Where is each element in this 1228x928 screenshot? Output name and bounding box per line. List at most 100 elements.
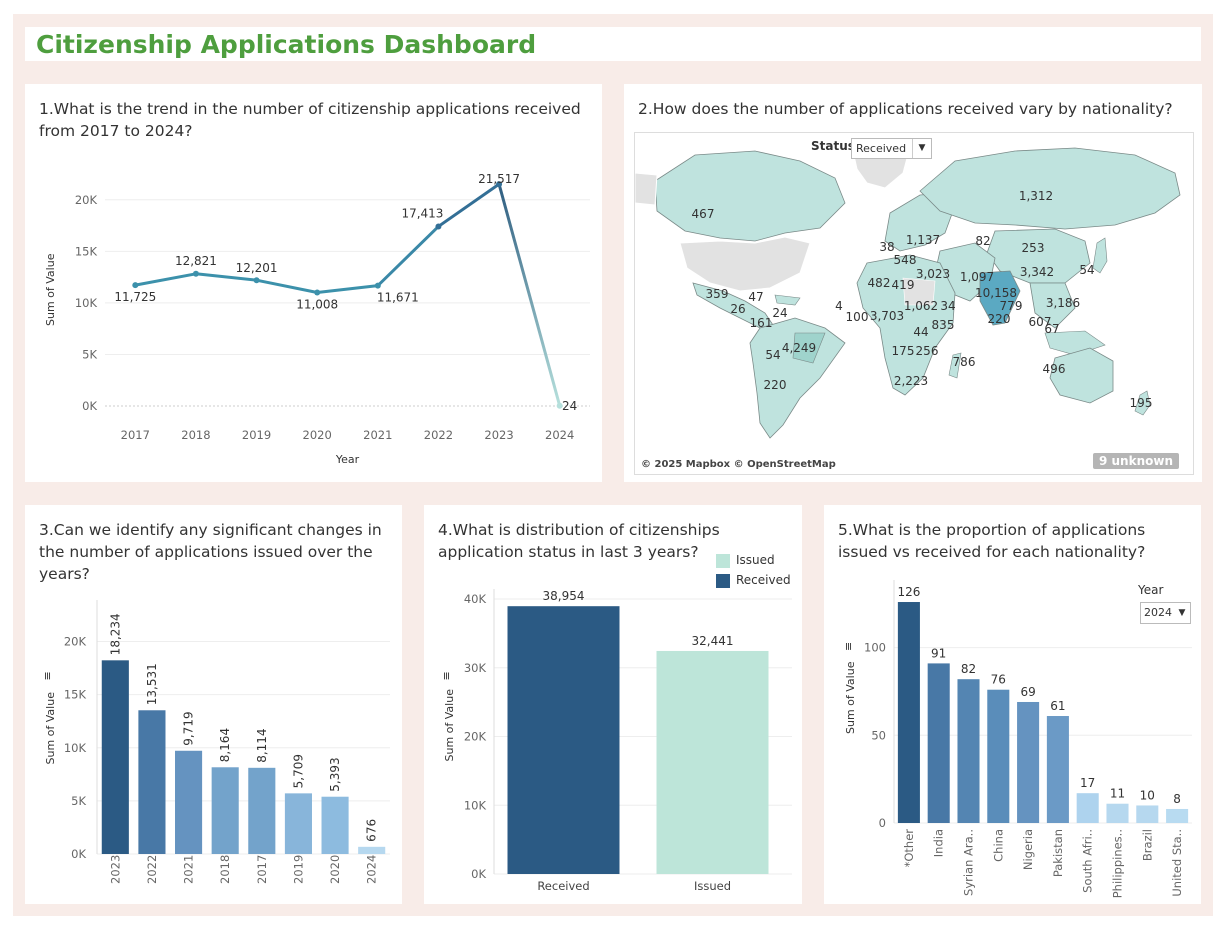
map-value-label[interactable]: 1,062: [904, 299, 938, 313]
bar[interactable]: [175, 750, 203, 854]
bar[interactable]: [138, 710, 166, 854]
data-label: 12,201: [236, 261, 278, 275]
map-value-label[interactable]: 4: [835, 299, 843, 313]
x-tick-label: 2021: [182, 855, 196, 884]
map-value-label[interactable]: 100: [846, 310, 869, 324]
bar[interactable]: [1076, 793, 1099, 823]
data-point[interactable]: [496, 181, 503, 188]
map-value-label[interactable]: 482: [868, 276, 891, 290]
map-value-label[interactable]: 47: [748, 290, 763, 304]
map-value-label[interactable]: 1,137: [906, 233, 940, 247]
data-point[interactable]: [132, 282, 139, 289]
map-value-label[interactable]: 220: [988, 312, 1011, 326]
data-label: 12,821: [175, 254, 217, 268]
map-value-label[interactable]: 548: [894, 253, 917, 267]
data-point[interactable]: [314, 289, 321, 296]
y-tick-label: 20K: [75, 193, 98, 207]
map-credit[interactable]: © 2025 Mapbox © OpenStreetMap: [641, 459, 836, 470]
map-value-label[interactable]: 1,097: [960, 270, 994, 284]
map-value-label[interactable]: 779: [1000, 299, 1023, 313]
bar[interactable]: [1046, 716, 1069, 823]
map-value-label[interactable]: 4,249: [782, 341, 816, 355]
map-value-label[interactable]: 34: [940, 299, 955, 313]
map-value-label[interactable]: 786: [953, 355, 976, 369]
bar[interactable]: [656, 650, 769, 874]
data-label: 11,008: [296, 297, 338, 311]
map-value-label[interactable]: 67: [1044, 322, 1059, 336]
map-value-label[interactable]: 1,312: [1019, 189, 1053, 203]
bar[interactable]: [1106, 803, 1129, 823]
map-value-label[interactable]: 44: [913, 325, 928, 339]
y-axis-title: Sum of Value: [443, 689, 456, 762]
map-value-label[interactable]: 253: [1022, 241, 1045, 255]
x-tick-label: 2022: [424, 428, 453, 442]
map-value-label[interactable]: 82: [975, 234, 990, 248]
bar[interactable]: [248, 767, 276, 854]
map-value-label[interactable]: 3,703: [870, 309, 904, 323]
x-tick-label: Philippines..: [1111, 829, 1125, 898]
x-tick-label: Pakistan: [1051, 829, 1065, 877]
bar[interactable]: [927, 663, 950, 823]
year-filter-dropdown[interactable]: 2024 ▼: [1140, 602, 1191, 624]
map-value-label[interactable]: 607: [1029, 315, 1052, 329]
y-tick-label: 5K: [71, 794, 86, 808]
map-value-label[interactable]: 24: [772, 306, 787, 320]
y-tick-label: 10K: [75, 296, 98, 310]
map-value-label[interactable]: 26: [730, 302, 745, 316]
legend-label: Issued: [736, 553, 775, 567]
map-value-label[interactable]: 359: [706, 287, 729, 301]
map-value-label[interactable]: 195: [1130, 396, 1153, 410]
map-value-label[interactable]: 10,158: [975, 286, 1017, 300]
issued-bar-chart: 0K 5K 10K 15K 20K Sum of Value ≡ 18,234 2023 13,5…: [41, 600, 390, 884]
map-value-label[interactable]: 835: [932, 318, 955, 332]
world-map[interactable]: 1,312 467 38 1,137 548 82 253 3,023 1,097 3,342 54…: [634, 132, 1194, 475]
map-value-label[interactable]: 54: [765, 348, 780, 362]
map-value-label[interactable]: 38: [879, 240, 894, 254]
bar[interactable]: [987, 689, 1010, 823]
bar[interactable]: [1166, 808, 1189, 823]
bar-data-label: 82: [961, 662, 976, 676]
bar[interactable]: [1017, 701, 1040, 823]
status-filter-dropdown[interactable]: Received ▼: [851, 138, 932, 159]
data-point[interactable]: [192, 270, 199, 277]
sort-icon[interactable]: ≡: [41, 671, 54, 680]
map-value-label[interactable]: 467: [692, 207, 715, 221]
bar[interactable]: [101, 660, 129, 854]
bar[interactable]: [957, 679, 980, 823]
data-point[interactable]: [556, 402, 563, 409]
map-value-label[interactable]: 161: [750, 316, 773, 330]
bar[interactable]: [1136, 805, 1159, 823]
map-value-label[interactable]: 220: [764, 378, 787, 392]
map-value-label[interactable]: 3,186: [1046, 296, 1080, 310]
series-line-segment: [436, 182, 501, 228]
data-point[interactable]: [374, 282, 381, 289]
unknown-badge[interactable]: 9 unknown: [1092, 453, 1179, 469]
bar[interactable]: [897, 602, 920, 823]
bar[interactable]: [284, 793, 312, 854]
data-point[interactable]: [435, 223, 442, 230]
bar[interactable]: [211, 767, 239, 854]
question-line: 4.What is distribution of citizenships: [438, 521, 720, 539]
series-line-segment: [376, 224, 440, 288]
bar[interactable]: [321, 796, 349, 854]
map-value-label[interactable]: 496: [1043, 362, 1066, 376]
map-value-label[interactable]: 54: [1079, 263, 1094, 277]
map-value-label[interactable]: 2,223: [894, 374, 928, 388]
data-point[interactable]: [253, 277, 260, 284]
bar-data-label: 8: [1173, 792, 1181, 806]
map-value-label[interactable]: 3,342: [1020, 265, 1054, 279]
question-line: the number of applications issued over t…: [39, 543, 373, 561]
sort-icon[interactable]: ≡: [440, 671, 453, 680]
sort-icon[interactable]: ≡: [842, 642, 855, 651]
panel-issued-by-year: 3.Can we identify any significant change…: [25, 505, 402, 904]
map-value-label[interactable]: 419: [892, 278, 915, 292]
bar[interactable]: [507, 606, 620, 874]
bar[interactable]: [358, 846, 386, 854]
map-value-label[interactable]: 3,023: [916, 267, 950, 281]
x-tick-label: 2024: [365, 855, 379, 884]
bar-data-label: 17: [1080, 776, 1095, 790]
map-value-label[interactable]: 175: [892, 344, 915, 358]
panel-issued-question: 3.Can we identify any significant change…: [39, 519, 382, 585]
bar-data-label: 10: [1140, 788, 1155, 802]
map-value-label[interactable]: 256: [916, 344, 939, 358]
